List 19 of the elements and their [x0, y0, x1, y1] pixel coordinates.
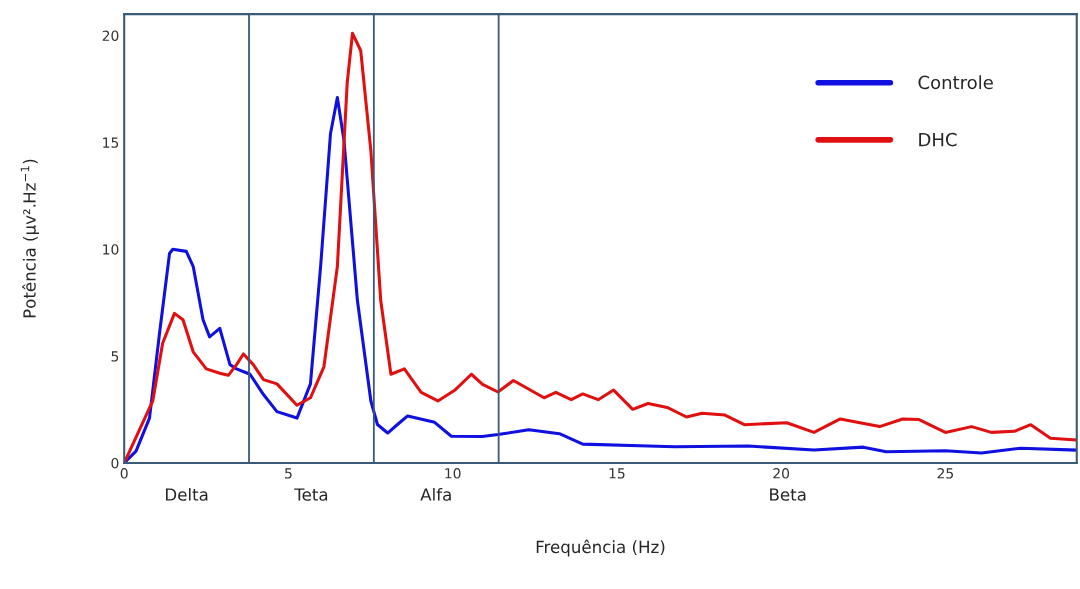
- x-axis-title: Frequência (Hz): [536, 539, 665, 557]
- x-tick-label: 10: [445, 468, 461, 479]
- text: Alfa: [420, 487, 451, 501]
- x-tick-label: 0: [120, 468, 128, 479]
- x-tick-label: 5: [285, 468, 292, 479]
- text: Teta: [294, 488, 328, 501]
- y-axis-title: Potência (μv².Hz$^{−1}$): [20, 159, 40, 318]
- x-tick-label: 25: [937, 468, 953, 479]
- y-tick-label: 10: [103, 244, 119, 255]
- y-tick-label: 0: [111, 457, 119, 469]
- y-tick-label: 15: [103, 137, 119, 148]
- x-tick-label: 15: [609, 468, 625, 479]
- legend-label: Controle: [918, 75, 993, 90]
- y-tick-label: 5: [111, 351, 119, 362]
- text: Delta: [166, 487, 208, 501]
- legend-label: DHC: [919, 132, 957, 147]
- x-tick-label: 20: [773, 468, 790, 479]
- y-tick-label: 20: [102, 30, 119, 41]
- text: Beta: [770, 488, 806, 501]
